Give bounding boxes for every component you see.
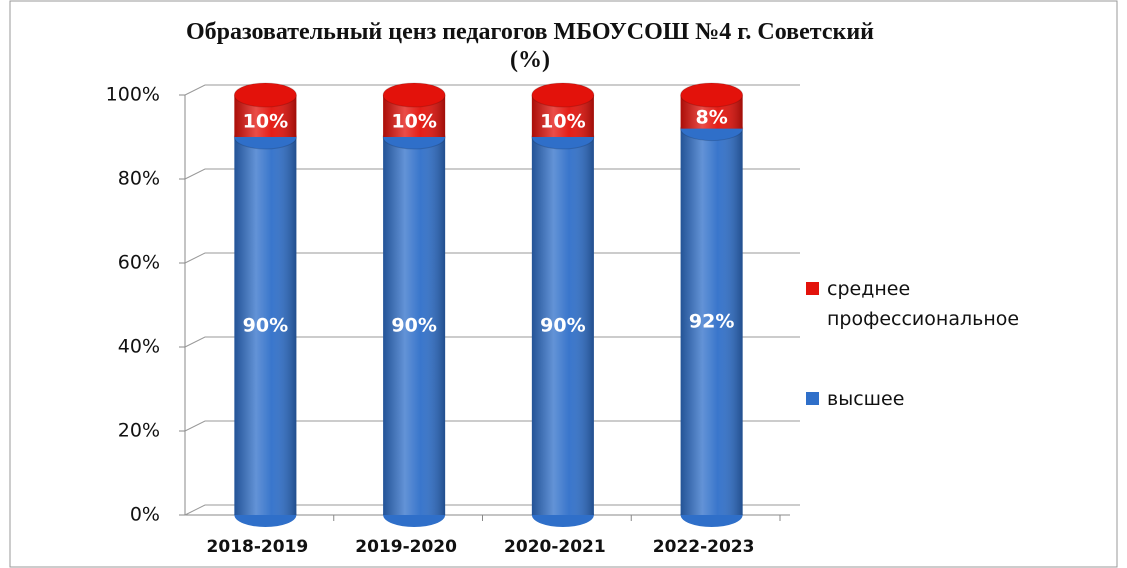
- grid-line: [184, 504, 800, 516]
- grid-line: [184, 420, 800, 432]
- legend-label: среднее профессиональное: [827, 278, 1020, 330]
- data-label: 10%: [391, 111, 436, 133]
- legend-label: высшее: [827, 388, 905, 410]
- bar-shade: [680, 128, 743, 515]
- grid-line: [184, 84, 800, 96]
- legend-swatch: [806, 392, 819, 405]
- grid-line: [184, 336, 800, 348]
- legend-swatch: [806, 282, 819, 295]
- bar-cap: [531, 82, 595, 108]
- y-tick-label: 80%: [118, 168, 160, 190]
- legend-item: высшее: [806, 384, 1097, 414]
- bar-cap: [233, 82, 297, 108]
- chart-title: Образовательный ценз педагогов МБОУСОШ №…: [186, 19, 874, 73]
- x-tick-label: 2022-2023: [653, 537, 755, 557]
- bar-shade: [531, 137, 594, 515]
- y-tick-label: 20%: [118, 420, 160, 442]
- y-tick-label: 40%: [118, 336, 160, 358]
- bar-cap: [382, 82, 446, 108]
- y-tick-label: 100%: [106, 84, 160, 106]
- data-label: 90%: [243, 315, 288, 337]
- x-tick-label: 2018-2019: [207, 537, 309, 557]
- x-tick-label: 2019-2020: [355, 537, 457, 557]
- bar-cap: [680, 82, 744, 108]
- y-tick-label: 60%: [118, 252, 160, 274]
- frame: [9, 0, 1118, 568]
- y-tick-label: 0%: [130, 504, 160, 526]
- data-label: 90%: [540, 315, 585, 337]
- bar-shade: [234, 137, 297, 515]
- data-label: 10%: [540, 111, 585, 133]
- grid-line: [184, 168, 800, 180]
- x-tick-label: 2020-2021: [504, 537, 606, 557]
- data-label: 90%: [391, 315, 436, 337]
- data-label: 10%: [243, 111, 288, 133]
- data-label: 92%: [689, 310, 734, 332]
- data-label: 8%: [695, 106, 727, 128]
- grid-line: [184, 252, 800, 264]
- bar-shade: [383, 137, 446, 515]
- legend-item: среднее профессиональное: [806, 274, 1097, 334]
